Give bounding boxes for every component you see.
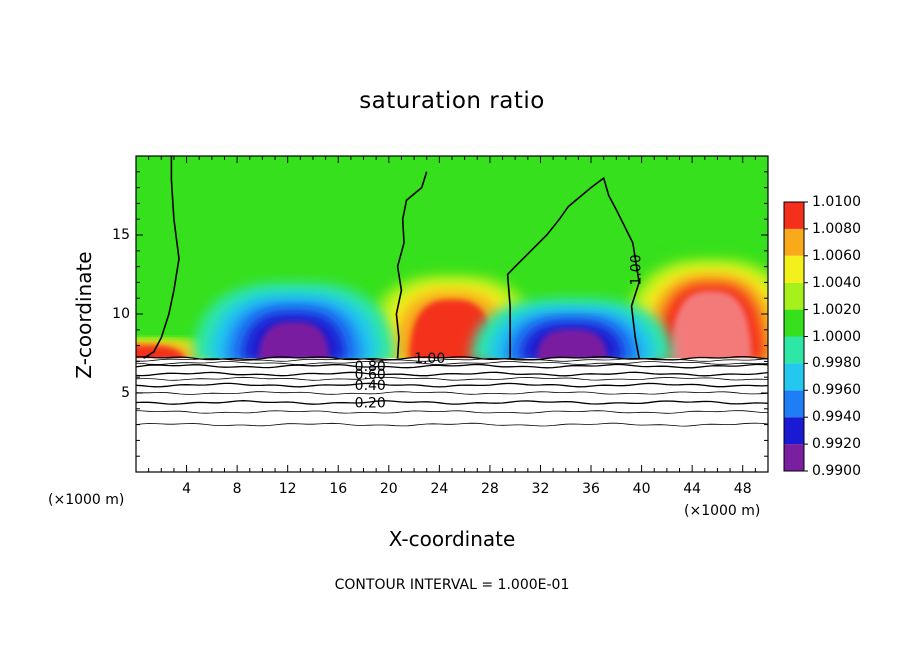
colorbar-swatch-1	[784, 444, 804, 471]
x-tick-label-32: 32	[531, 481, 550, 497]
contour-line-3	[136, 391, 768, 395]
x-tick-label-24: 24	[430, 481, 449, 497]
colorbar-label-0.9960: 0.9960	[812, 382, 861, 399]
boundary-contour-label: 1.00	[628, 254, 644, 285]
downdraft-2-layer-5	[536, 329, 608, 363]
colorbar-swatch-9	[784, 228, 804, 256]
x-tick-label-40: 40	[632, 481, 651, 497]
colorbar-label-1.0080: 1.0080	[812, 220, 861, 237]
x-tick-label-28: 28	[480, 481, 499, 497]
colorbar-label-1.0040: 1.0040	[812, 274, 861, 291]
colorbar-swatch-7	[784, 282, 804, 310]
colorbar-label-1.0060: 1.0060	[812, 247, 861, 264]
colorbar-label-1.0000: 1.0000	[812, 328, 861, 345]
boundary-contour-3	[506, 176, 640, 359]
colorbar-swatch-3	[784, 390, 804, 418]
x-tick-label-36: 36	[582, 481, 600, 497]
x-tick-label-48: 48	[733, 481, 752, 497]
y-tick-label-10: 10	[112, 306, 130, 322]
colorbar-swatch-8	[784, 255, 804, 283]
saturation-field	[136, 156, 768, 472]
contour-label-0.60: 0.60	[355, 367, 386, 383]
updraft-3-layer-6	[670, 291, 752, 363]
chart-title: saturation ratio	[359, 88, 545, 114]
contour-interval-note: CONTOUR INTERVAL = 1.000E-01	[334, 577, 570, 593]
contour-0.40	[136, 382, 768, 388]
contour-0.20	[136, 400, 768, 405]
subcloud-region	[136, 358, 768, 472]
x-tick-label-16: 16	[329, 481, 348, 497]
y-tick-label-15: 15	[112, 227, 130, 243]
y-tick-label-5: 5	[121, 385, 130, 401]
contour-line-2	[136, 410, 768, 414]
plot-axes	[135, 155, 769, 473]
contour-label-0.40: 0.40	[355, 378, 386, 394]
contour-line-1	[136, 422, 768, 427]
colorbar-label-0.9900: 0.9900	[812, 463, 861, 479]
contour-label-1.00: 1.00	[414, 351, 445, 367]
y-unit-label: (×1000 m)	[48, 492, 125, 508]
colorbar-label-0.9980: 0.9980	[812, 355, 861, 372]
contour-0.80	[136, 363, 768, 369]
x-tick-label-20: 20	[379, 481, 398, 497]
colorbar-swatch-5	[784, 336, 804, 364]
colorbar-label-1.0020: 1.0020	[812, 301, 861, 318]
colorbar-label-1.0100: 1.0100	[812, 194, 861, 210]
x-tick-label-44: 44	[683, 481, 702, 497]
contour-0.60	[136, 371, 768, 377]
contour-label-0.80: 0.80	[355, 359, 386, 375]
x-axis-label: X-coordinate	[388, 527, 516, 551]
colorbar-label-0.9920: 0.9920	[812, 436, 861, 453]
boundary-contour-2	[395, 171, 428, 359]
x-tick-label-12: 12	[278, 481, 297, 497]
downdraft-1-layer-5	[258, 321, 330, 363]
y-axis-label: Z-coordinate	[72, 251, 96, 379]
contour-line-4	[136, 376, 768, 381]
colorbar	[783, 201, 808, 472]
contour-label-0.20: 0.20	[355, 395, 386, 411]
colorbar-swatch-4	[784, 363, 804, 391]
colorbar-swatch-6	[784, 309, 804, 337]
x-tick-label-8: 8	[232, 481, 242, 497]
contour-lines: 0.200.400.600.80 1.00 1.00	[136, 156, 768, 427]
contour-1.00	[136, 355, 768, 361]
colorbar-swatch-10	[784, 202, 804, 229]
contour-line-5	[136, 361, 768, 365]
x-tick-label-4: 4	[182, 481, 192, 497]
colorbar-swatch-2	[784, 417, 804, 445]
boundary-contour-1	[143, 156, 180, 359]
x-unit-label: (×1000 m)	[684, 503, 761, 519]
colorbar-label-0.9940: 0.9940	[812, 409, 861, 426]
